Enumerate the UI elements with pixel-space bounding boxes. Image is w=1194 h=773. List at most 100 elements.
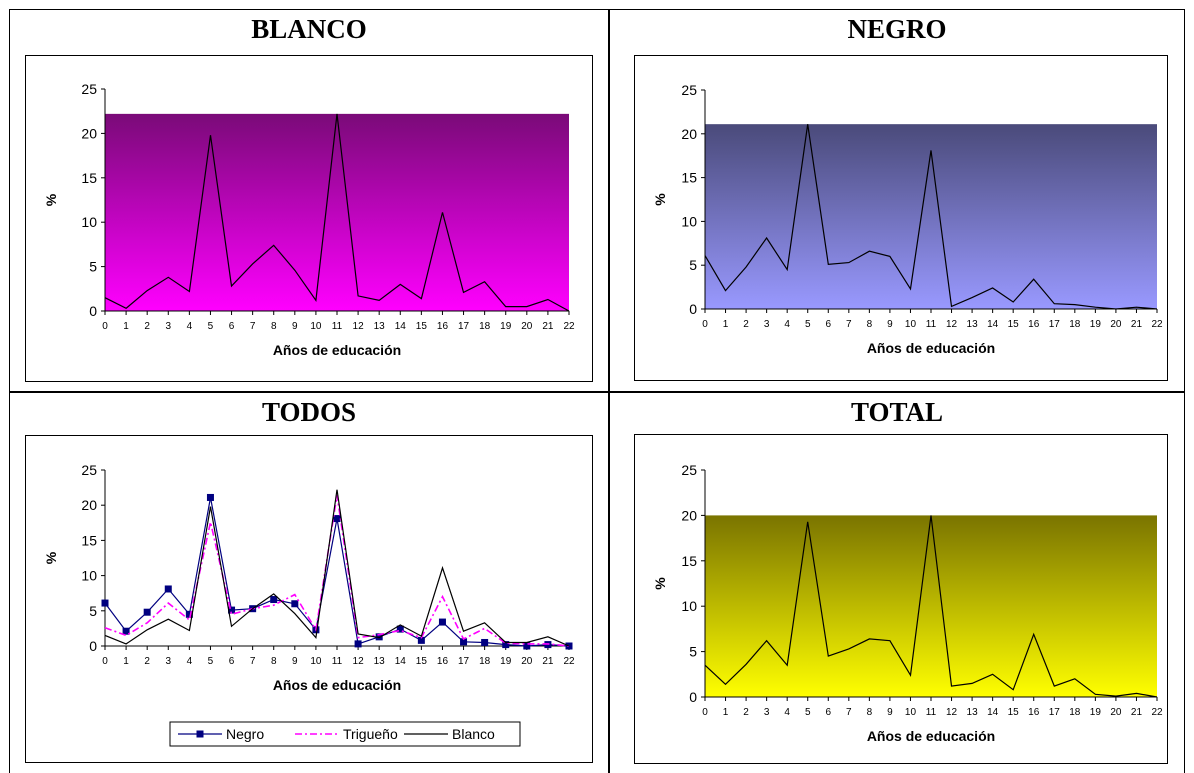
legend-marker <box>196 730 204 738</box>
x-tick-label: 3 <box>165 321 171 332</box>
y-tick-label: 20 <box>81 125 97 141</box>
x-tick-label: 8 <box>271 321 277 332</box>
x-tick-label: 1 <box>123 656 129 667</box>
x-tick-label: 19 <box>500 321 512 332</box>
x-tick-label: 4 <box>784 707 790 718</box>
x-tick-label: 4 <box>784 319 790 330</box>
data-point <box>122 627 130 635</box>
x-axis-label: Años de educación <box>867 728 995 744</box>
y-tick-label: 20 <box>681 507 697 523</box>
y-tick-label: 15 <box>81 170 97 186</box>
x-tick-label: 20 <box>1110 707 1122 718</box>
x-tick-label: 15 <box>1008 319 1020 330</box>
x-tick-label: 21 <box>1131 319 1143 330</box>
x-tick-label: 16 <box>1028 319 1040 330</box>
series-line <box>704 124 1158 310</box>
x-tick-label: 20 <box>1110 319 1122 330</box>
x-tick-label: 3 <box>165 656 171 667</box>
x-tick-label: 2 <box>743 707 749 718</box>
y-tick-label: 0 <box>89 638 97 654</box>
x-tick-label: 20 <box>521 321 533 332</box>
chart-frame-blanco: 0 5 10 15 20 25 0 1 2 3 4 5 6 7 8 9 10 11 12 13 14 15 16 17 18 19… <box>25 55 593 382</box>
x-tick-label: 21 <box>542 656 554 667</box>
x-tick-label: 4 <box>187 321 193 332</box>
y-tick-label: 5 <box>89 259 97 275</box>
y-tick-label: 0 <box>689 689 697 705</box>
x-tick-label: 7 <box>250 321 256 332</box>
x-tick-label: 5 <box>805 319 811 330</box>
y-tick-label: 0 <box>89 303 97 319</box>
x-tick-label: 13 <box>967 319 979 330</box>
x-tick-label: 3 <box>764 319 770 330</box>
x-tick-label: 10 <box>905 319 917 330</box>
y-tick-label: 20 <box>681 126 697 142</box>
x-tick-label: 1 <box>123 321 129 332</box>
legend-box <box>169 721 521 747</box>
data-point <box>396 625 404 633</box>
x-tick-label: 7 <box>250 656 256 667</box>
x-tick-label: 7 <box>846 319 852 330</box>
panel-title-blanco: BLANCO <box>251 14 367 44</box>
x-tick-label: 13 <box>374 656 386 667</box>
x-tick-label: 12 <box>946 319 958 330</box>
x-tick-label: 6 <box>825 319 831 330</box>
chart-frame-total: 0 5 10 15 20 25 0 1 2 3 4 5 6 7 8 9 10 11 12 13 14 15 16 17 18 19… <box>634 434 1168 764</box>
x-tick-label: 15 <box>416 656 428 667</box>
x-tick-label: 5 <box>805 707 811 718</box>
area-fill <box>105 113 569 311</box>
data-point <box>417 636 425 644</box>
x-tick-label: 7 <box>846 707 852 718</box>
x-tick-label: 21 <box>1131 707 1143 718</box>
data-point <box>460 638 468 646</box>
y-axis-label: % <box>652 193 668 206</box>
x-tick-label: 16 <box>437 321 449 332</box>
x-tick-label: 0 <box>702 707 708 718</box>
data-point <box>164 585 172 593</box>
x-tick-label: 14 <box>395 321 407 332</box>
series-line-blanco <box>104 489 570 647</box>
x-tick-label: 22 <box>1151 707 1163 718</box>
x-tick-label: 4 <box>187 656 193 667</box>
x-tick-label: 19 <box>1090 319 1102 330</box>
x-axis-label: Años de educación <box>273 677 401 693</box>
x-tick-label: 0 <box>102 321 108 332</box>
data-point <box>333 515 341 523</box>
x-tick-label: 11 <box>332 656 343 667</box>
y-tick-label: 10 <box>681 213 697 229</box>
x-tick-label: 5 <box>208 321 214 332</box>
y-tick-label: 10 <box>81 214 97 230</box>
x-tick-label: 9 <box>887 707 893 718</box>
y-tick-label: 25 <box>681 462 697 478</box>
area-fill <box>705 515 1157 697</box>
x-tick-label: 13 <box>374 321 386 332</box>
x-axis-label: Años de educación <box>867 340 995 356</box>
y-tick-label: 5 <box>689 257 697 273</box>
x-tick-label: 10 <box>310 321 322 332</box>
x-tick-label: 12 <box>353 656 365 667</box>
x-tick-label: 1 <box>723 707 729 718</box>
x-tick-label: 9 <box>292 656 298 667</box>
panel-title-total: TOTAL <box>850 397 944 427</box>
x-tick-label: 18 <box>1069 319 1081 330</box>
data-point <box>438 618 446 626</box>
x-tick-label: 11 <box>332 321 343 332</box>
chart-frame-todos: 0 5 10 15 20 25 0 1 2 3 4 5 6 7 8 9 10 11 12 13 14 15 16 17 18 19… <box>25 435 593 763</box>
x-tick-label: 6 <box>229 321 235 332</box>
data-point <box>101 599 109 607</box>
x-tick-label: 11 <box>926 707 937 718</box>
x-tick-label: 21 <box>542 321 554 332</box>
data-point <box>270 596 278 604</box>
x-tick-label: 14 <box>395 656 407 667</box>
x-tick-label: 17 <box>458 321 470 332</box>
x-tick-label: 8 <box>867 707 873 718</box>
x-tick-label: 9 <box>887 319 893 330</box>
legend-label: Blanco <box>452 726 495 742</box>
x-tick-label: 22 <box>563 321 575 332</box>
x-tick-label: 16 <box>437 656 449 667</box>
y-tick-label: 25 <box>81 462 97 478</box>
y-tick-label: 25 <box>681 82 697 98</box>
x-tick-label: 14 <box>987 707 999 718</box>
x-tick-label: 18 <box>1069 707 1081 718</box>
